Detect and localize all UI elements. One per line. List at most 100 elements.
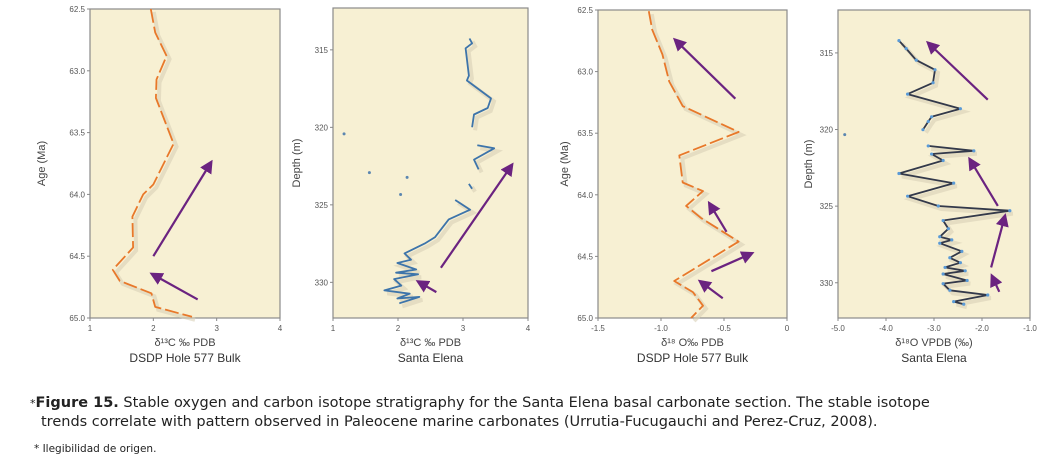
data-point	[962, 302, 966, 306]
trend-arrow	[672, 37, 737, 100]
y-axis-label: Depth (m)	[803, 140, 815, 189]
data-point	[958, 107, 963, 111]
series-shadow	[649, 13, 747, 323]
trend-arrow	[926, 40, 989, 101]
isotope-figure: 1 2 3 4 62.5 63.0 63.5 64.0 64.5 65.0 δ¹³C ‰ PDB DS…	[36, 5, 1037, 365]
y-tick-label: 315	[315, 46, 329, 55]
data-point	[952, 300, 956, 304]
trend-arrow	[439, 162, 514, 269]
y-axis-label: Age (Ma)	[36, 141, 48, 186]
y-tick-label: 62.5	[69, 5, 85, 14]
trend-arrow	[415, 280, 437, 294]
data-point	[914, 58, 918, 62]
data-point	[926, 144, 930, 148]
x-tick-label: -2.0	[975, 324, 989, 333]
data-point	[986, 293, 990, 297]
x-tick-label: 1	[88, 324, 93, 333]
data-point	[965, 278, 969, 283]
trend-arrow	[990, 213, 1009, 268]
x-tick-label: 0	[785, 324, 790, 333]
x-tick-label: 4	[526, 324, 531, 333]
x-tick-label: -1.0	[654, 324, 668, 333]
data-point	[936, 204, 940, 208]
x-tick-label: 1	[331, 324, 336, 333]
series-line	[647, 11, 740, 319]
y-tick-label: 325	[820, 202, 834, 211]
x-axis-label: δ¹⁸ O‰ PDB	[661, 337, 724, 349]
plot-area	[597, 9, 788, 319]
series-line	[383, 199, 472, 305]
y-tick-label: 64.0	[577, 191, 593, 200]
data-point	[897, 171, 901, 176]
chart-panel-3: -1.5 -1.0 -0.5 0 62.5 63.0 63.5 64.0 64.5 65.0 δ¹⁸…	[559, 6, 790, 365]
y-tick-label: 64.0	[69, 190, 85, 199]
caption-text-1: Stable oxygen and carbon isotope stratig…	[118, 395, 930, 411]
scatter-point	[399, 192, 403, 196]
data-point	[948, 288, 952, 292]
series-line	[464, 38, 492, 128]
panel-subtitle: Santa Elena	[398, 351, 464, 365]
data-point	[904, 47, 908, 51]
y-tick-label: 63.5	[69, 129, 85, 138]
scatter-point	[843, 133, 847, 137]
data-point	[926, 119, 930, 124]
y-tick-label: 320	[315, 123, 329, 132]
x-tick-label: 3	[214, 324, 219, 333]
data-point	[941, 158, 945, 163]
y-tick-label: 64.5	[69, 252, 85, 261]
data-point	[906, 92, 910, 96]
x-tick-label: -4.0	[879, 324, 893, 333]
data-point	[972, 149, 976, 153]
data-point	[930, 115, 934, 119]
trend-arrow	[990, 273, 1003, 293]
plot-area	[332, 7, 529, 319]
data-point	[943, 265, 947, 270]
x-axis-label: δ¹³C ‰ PDB	[400, 337, 461, 349]
scatter-point	[342, 132, 346, 136]
data-point	[930, 152, 934, 156]
y-tick-label: 62.5	[577, 6, 593, 15]
x-tick-label: 2	[396, 324, 401, 333]
x-tick-label: 3	[461, 324, 466, 333]
y-tick-label: 65.0	[577, 314, 593, 323]
panel-subtitle: DSDP Hole 577 Bulk	[129, 351, 241, 365]
y-tick-label: 63.0	[577, 68, 593, 77]
x-axis-label: δ¹³C ‰ PDB	[154, 337, 215, 349]
caption-label: Figure 15.	[35, 395, 119, 411]
data-point	[948, 256, 952, 260]
y-tick-label: 63.5	[577, 129, 593, 138]
plot-area	[837, 9, 1031, 319]
x-tick-label: -1.0	[1023, 324, 1037, 333]
y-tick-label: 320	[820, 126, 834, 135]
data-point	[960, 249, 964, 253]
trend-arrow	[707, 200, 728, 233]
chart-panel-4: -5.0 -4.0 -3.0 -2.0 -1.0 315 320 325 330 δ¹⁸O VPD…	[803, 9, 1037, 365]
trend-arrow	[710, 251, 755, 273]
y-axis-label: Depth (m)	[291, 139, 303, 188]
series-shadow	[474, 146, 504, 174]
data-point	[963, 269, 967, 273]
x-tick-label: -1.5	[591, 324, 605, 333]
data-point	[952, 181, 956, 185]
data-point	[933, 68, 937, 72]
x-tick-label: -0.5	[717, 324, 731, 333]
trend-arrow	[968, 156, 999, 207]
data-point	[950, 238, 954, 242]
series-shadow	[901, 146, 1014, 310]
series-line	[898, 39, 962, 131]
x-axis-label: δ¹⁸O VPDB (‰)	[895, 337, 972, 349]
trend-arrow	[697, 279, 724, 300]
data-point	[897, 39, 901, 43]
y-tick-label: 65.0	[69, 314, 85, 323]
data-point	[941, 218, 945, 223]
panel-subtitle: DSDP Hole 577 Bulk	[637, 351, 749, 365]
data-point	[946, 227, 951, 231]
series-line	[473, 144, 496, 170]
y-tick-label: 64.5	[577, 252, 593, 261]
data-point	[941, 282, 945, 286]
y-tick-label: 330	[820, 279, 834, 288]
scatter-point	[405, 175, 409, 179]
y-tick-label: 315	[820, 49, 834, 58]
y-axis-label: Age (Ma)	[559, 141, 571, 186]
caption-line-1: *Figure 15. Stable oxygen and carbon iso…	[30, 394, 930, 413]
